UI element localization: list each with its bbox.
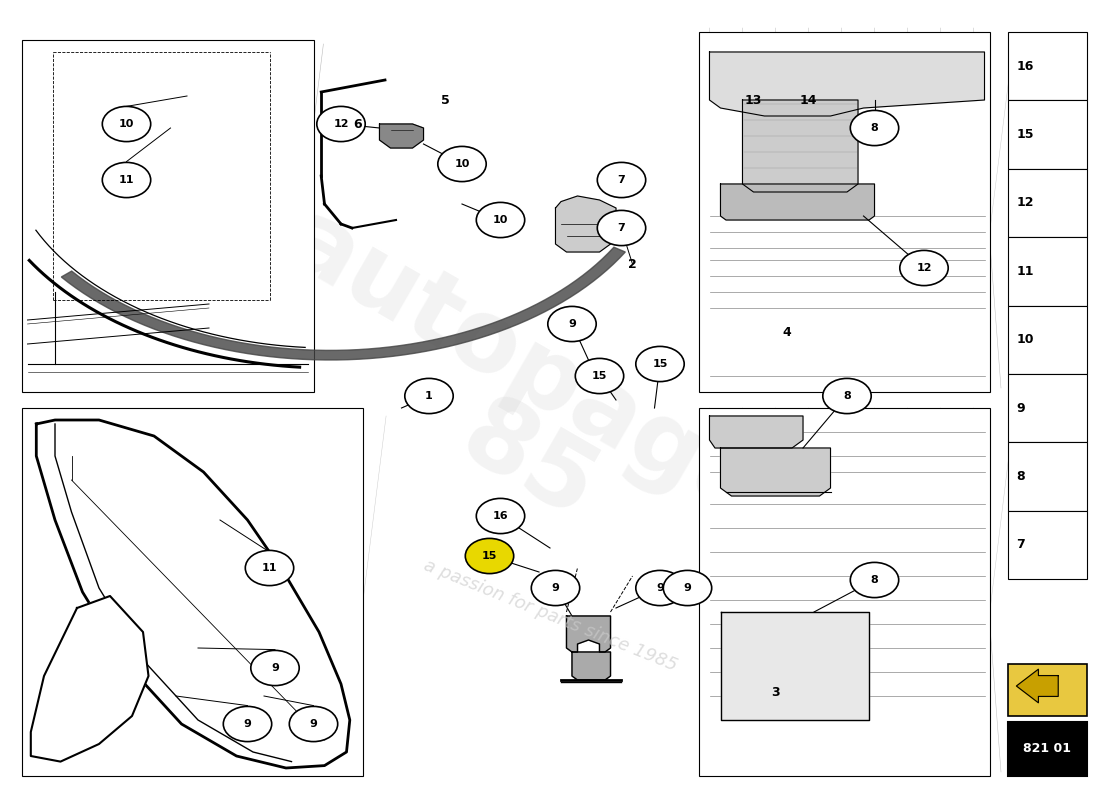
Text: a passion for parts since 1985: a passion for parts since 1985 [420, 557, 680, 675]
Circle shape [405, 378, 453, 414]
Text: 10: 10 [493, 215, 508, 225]
Text: 15: 15 [592, 371, 607, 381]
Circle shape [597, 210, 646, 246]
Circle shape [102, 162, 151, 198]
FancyBboxPatch shape [1008, 511, 1087, 579]
FancyBboxPatch shape [698, 408, 990, 776]
Text: 821 01: 821 01 [1023, 742, 1071, 755]
Text: 9: 9 [309, 719, 318, 729]
FancyBboxPatch shape [1008, 664, 1087, 716]
Polygon shape [379, 124, 424, 148]
Text: 15: 15 [652, 359, 668, 369]
Polygon shape [720, 184, 874, 220]
Text: 14: 14 [800, 94, 817, 106]
Text: 11: 11 [119, 175, 134, 185]
Text: 8: 8 [1016, 470, 1025, 483]
Circle shape [289, 706, 338, 742]
Text: 16: 16 [1016, 60, 1034, 73]
Text: 1: 1 [425, 391, 433, 401]
Text: 9: 9 [656, 583, 664, 593]
FancyBboxPatch shape [1008, 306, 1087, 374]
Text: 9: 9 [683, 583, 692, 593]
Text: 7: 7 [617, 175, 626, 185]
Text: 10: 10 [454, 159, 470, 169]
Circle shape [823, 378, 871, 414]
FancyBboxPatch shape [1008, 169, 1087, 238]
FancyBboxPatch shape [1008, 101, 1087, 169]
Polygon shape [1016, 669, 1058, 702]
Polygon shape [720, 448, 830, 496]
Text: 7: 7 [1016, 538, 1025, 551]
Text: 10: 10 [1016, 334, 1034, 346]
FancyBboxPatch shape [1008, 722, 1087, 776]
Text: 9: 9 [1016, 402, 1025, 414]
Text: 7: 7 [617, 223, 626, 233]
Circle shape [597, 162, 646, 198]
Text: 16: 16 [493, 511, 508, 521]
Circle shape [636, 570, 684, 606]
Circle shape [317, 106, 365, 142]
Polygon shape [62, 247, 625, 360]
Polygon shape [710, 416, 803, 448]
Circle shape [636, 346, 684, 382]
Text: 8: 8 [870, 575, 879, 585]
FancyBboxPatch shape [22, 408, 363, 776]
FancyBboxPatch shape [1008, 374, 1087, 442]
FancyBboxPatch shape [22, 40, 313, 392]
FancyBboxPatch shape [698, 32, 990, 392]
Polygon shape [742, 100, 858, 192]
Polygon shape [556, 196, 616, 252]
Text: 13: 13 [745, 94, 762, 106]
Circle shape [465, 538, 514, 574]
Polygon shape [31, 596, 149, 762]
Circle shape [575, 358, 624, 394]
Text: 3: 3 [771, 686, 780, 698]
Text: 12: 12 [1016, 197, 1034, 210]
Text: 15: 15 [1016, 128, 1034, 141]
FancyBboxPatch shape [1008, 442, 1087, 511]
Circle shape [531, 570, 580, 606]
Text: 10: 10 [119, 119, 134, 129]
Text: autopages: autopages [268, 194, 832, 574]
Circle shape [476, 498, 525, 534]
Text: 4: 4 [782, 326, 791, 338]
Text: 9: 9 [243, 719, 252, 729]
Circle shape [245, 550, 294, 586]
Circle shape [663, 570, 712, 606]
Circle shape [476, 202, 525, 238]
Circle shape [102, 106, 151, 142]
Text: 5: 5 [441, 94, 450, 106]
Circle shape [438, 146, 486, 182]
Text: 8: 8 [870, 123, 879, 133]
Text: 9: 9 [568, 319, 576, 329]
Circle shape [850, 562, 899, 598]
Polygon shape [720, 612, 869, 720]
Circle shape [850, 110, 899, 146]
Text: 6: 6 [353, 118, 362, 130]
FancyBboxPatch shape [1008, 32, 1087, 101]
Text: 2: 2 [628, 258, 637, 270]
Polygon shape [710, 52, 984, 116]
Circle shape [223, 706, 272, 742]
Text: 12: 12 [333, 119, 349, 129]
FancyBboxPatch shape [1008, 238, 1087, 306]
Polygon shape [566, 616, 610, 652]
Text: 85: 85 [443, 387, 613, 541]
Text: 15: 15 [482, 551, 497, 561]
Polygon shape [36, 420, 350, 768]
Circle shape [548, 306, 596, 342]
Text: 11: 11 [262, 563, 277, 573]
Text: 9: 9 [551, 583, 560, 593]
Text: 9: 9 [271, 663, 279, 673]
Text: 8: 8 [843, 391, 851, 401]
Text: 12: 12 [916, 263, 932, 273]
Text: 11: 11 [1016, 265, 1034, 278]
Polygon shape [572, 652, 610, 680]
Circle shape [251, 650, 299, 686]
Circle shape [900, 250, 948, 286]
